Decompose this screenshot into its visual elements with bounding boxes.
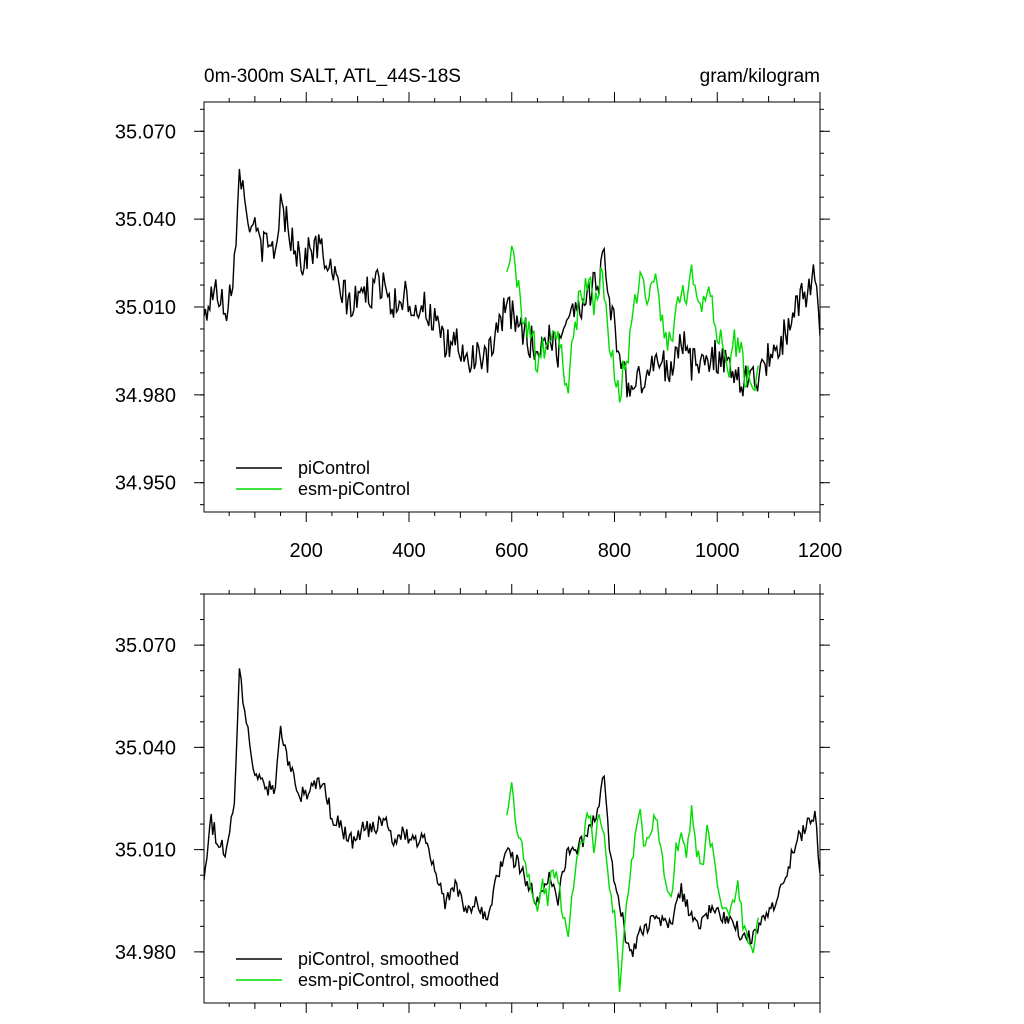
bottom-panel: 34.980 35.010 35.040 35.070 piControl, smoot… xyxy=(115,584,830,1013)
y-tick-label: 35.070 xyxy=(115,121,176,143)
x-tick-label: 400 xyxy=(392,540,425,562)
legend-label: esm-piControl xyxy=(298,479,410,499)
legend-label: esm-piControl, smoothed xyxy=(298,970,499,990)
units-label: gram/kilogram xyxy=(700,66,820,87)
x-tick-label: 200 xyxy=(290,540,323,562)
legend-label: piControl xyxy=(298,458,370,478)
series-line-0 xyxy=(204,168,820,398)
y-tick-label: 34.980 xyxy=(115,942,176,964)
top-panel: 200 400 600 800 1000 1200 34.950 34.980 35.010 35… xyxy=(115,92,842,562)
series-line-1 xyxy=(505,782,759,992)
series-line-1 xyxy=(505,245,759,403)
y-tick-label: 35.070 xyxy=(115,635,176,657)
y-tick-label: 34.980 xyxy=(115,385,176,407)
y-tick-label: 34.950 xyxy=(115,473,176,495)
x-tick-label: 800 xyxy=(598,540,631,562)
plot-frame xyxy=(203,593,821,1004)
y-tick-label: 35.010 xyxy=(115,840,176,862)
x-tick-label: 600 xyxy=(495,540,528,562)
legend-label: piControl, smoothed xyxy=(298,949,459,969)
x-tick-label: 1200 xyxy=(798,540,843,562)
series-line-0 xyxy=(204,668,820,958)
y-tick-label: 35.040 xyxy=(115,209,176,231)
y-tick-label: 35.040 xyxy=(115,737,176,759)
chart-title: 0m-300m SALT, ATL_44S-18S xyxy=(204,66,461,87)
y-tick-label: 35.010 xyxy=(115,297,176,319)
x-tick-label: 1000 xyxy=(695,540,740,562)
